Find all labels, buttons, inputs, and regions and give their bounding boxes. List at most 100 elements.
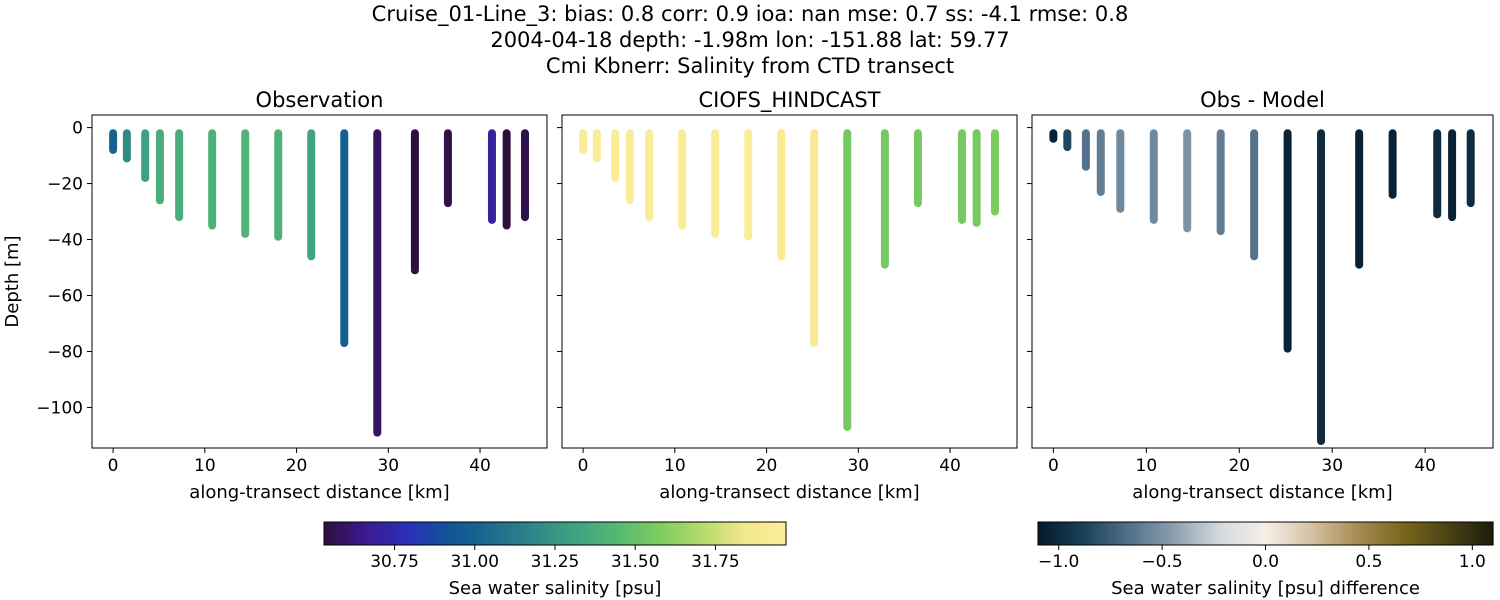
colorbar-label: Sea water salinity [psu] difference <box>1111 578 1420 599</box>
colorbar-segment <box>454 522 460 545</box>
colorbar-segment <box>682 522 687 545</box>
colorbar-segment <box>520 522 525 545</box>
colorbar-segment <box>766 522 772 545</box>
colorbar-segment <box>608 522 614 545</box>
colorbar-segment <box>1477 522 1483 545</box>
colorbar-segment <box>327 522 333 545</box>
colorbar-segment <box>1348 522 1354 545</box>
colorbar-segment <box>1481 522 1487 545</box>
colorbar-segment <box>1386 522 1392 545</box>
colorbar-segment <box>1041 522 1047 545</box>
colorbar-segment <box>1038 522 1043 545</box>
colorbar-segment <box>1439 522 1445 545</box>
colorbar-segment <box>1379 522 1384 545</box>
colorbar-segment <box>412 522 417 545</box>
colorbar-segment <box>462 522 468 545</box>
x-tick-label: 10 <box>194 456 216 476</box>
colorbar-segment <box>1288 522 1293 545</box>
colorbar-segment <box>1147 522 1153 545</box>
colorbar-segment <box>1458 522 1464 545</box>
colorbar-segment <box>755 522 760 545</box>
colorbar-segment <box>1489 522 1494 545</box>
colorbar-segment <box>347 522 352 545</box>
colorbar-segment <box>728 522 733 545</box>
colorbar-segment <box>1053 522 1058 545</box>
colorbar-segment <box>735 522 741 545</box>
axes-frame <box>91 114 548 449</box>
colorbar-segment <box>1216 522 1221 545</box>
colorbar-segment <box>1197 522 1202 545</box>
colorbar-segment <box>1132 522 1138 545</box>
colorbar-segment <box>1337 522 1342 545</box>
colorbar-segment <box>593 522 598 545</box>
colorbar-segment <box>539 522 545 545</box>
colorbar-segment <box>358 522 364 545</box>
x-axis-label: along-transect distance [km] <box>1132 482 1392 503</box>
colorbar-segment <box>427 522 433 545</box>
colorbar-tick-label: 30.75 <box>370 552 419 572</box>
colorbar-segment <box>1238 522 1244 545</box>
colorbar-segment <box>1405 522 1411 545</box>
colorbar-segment <box>674 522 679 545</box>
colorbar-segment <box>624 522 629 545</box>
colorbar-tick-label: −1.0 <box>1038 552 1079 572</box>
colorbar-segment <box>689 522 695 545</box>
colorbar-segment <box>420 522 425 545</box>
colorbar-segment <box>366 522 371 545</box>
colorbar-segment <box>524 522 529 545</box>
colorbar-segment <box>1470 522 1475 545</box>
colorbar-segment <box>397 522 402 545</box>
colorbar-segment <box>1144 522 1149 545</box>
colorbar-segment <box>655 522 660 545</box>
x-tick-label: 20 <box>1228 456 1250 476</box>
colorbar-segment <box>1436 522 1441 545</box>
colorbar-segment <box>481 522 487 545</box>
colorbar-segment <box>1360 522 1365 545</box>
colorbar-segment <box>1371 522 1377 545</box>
colorbar-segment <box>1159 522 1164 545</box>
colorbar-segment <box>1322 522 1327 545</box>
x-tick-label: 20 <box>756 456 778 476</box>
colorbar-segment <box>1201 522 1206 545</box>
colorbar-segment <box>1443 522 1449 545</box>
colorbar-segment <box>712 522 718 545</box>
colorbar-segment <box>1129 522 1134 545</box>
colorbar-segment <box>1102 522 1107 545</box>
colorbar-segment <box>1329 522 1335 545</box>
panel-title: Obs - Model <box>1200 88 1325 112</box>
colorbar-segment <box>1193 522 1198 545</box>
colorbar-segment <box>589 522 595 545</box>
x-tick-label: 40 <box>469 456 491 476</box>
x-tick-label: 30 <box>847 456 869 476</box>
colorbar-segment <box>701 522 706 545</box>
colorbar-segment <box>1398 522 1403 545</box>
colorbar-segment <box>662 522 668 545</box>
colorbar-segment <box>1432 522 1437 545</box>
colorbar-segment <box>1087 522 1092 545</box>
colorbar-segment <box>404 522 410 545</box>
colorbar-segment <box>1428 522 1433 545</box>
colorbar-segment <box>558 522 564 545</box>
colorbar-segment <box>1094 522 1100 545</box>
title-line-stats: Cruise_01-Line_3: bias: 0.8 corr: 0.9 io… <box>371 2 1129 26</box>
colorbar-segment <box>551 522 556 545</box>
colorbar-segment <box>458 522 464 545</box>
colorbar-segment <box>1072 522 1077 545</box>
colorbar-segment <box>732 522 737 545</box>
colorbar-segment <box>528 522 533 545</box>
colorbar-segment <box>759 522 764 545</box>
colorbar-segment <box>1383 522 1388 545</box>
x-tick-label: 10 <box>664 456 686 476</box>
colorbar-tick-label: 31.25 <box>531 552 580 572</box>
colorbar-segment <box>1364 522 1369 545</box>
colorbar-segment <box>747 522 752 545</box>
colorbar-segment <box>643 522 648 545</box>
colorbar-segment <box>543 522 548 545</box>
y-tick-label: −60 <box>47 286 83 306</box>
colorbar-segment <box>616 522 622 545</box>
x-tick-label: 40 <box>1414 456 1436 476</box>
colorbar-segment <box>1352 522 1358 545</box>
colorbar-segment <box>1295 522 1301 545</box>
colorbar-segment <box>1390 522 1396 545</box>
axes-frame <box>1031 114 1494 449</box>
